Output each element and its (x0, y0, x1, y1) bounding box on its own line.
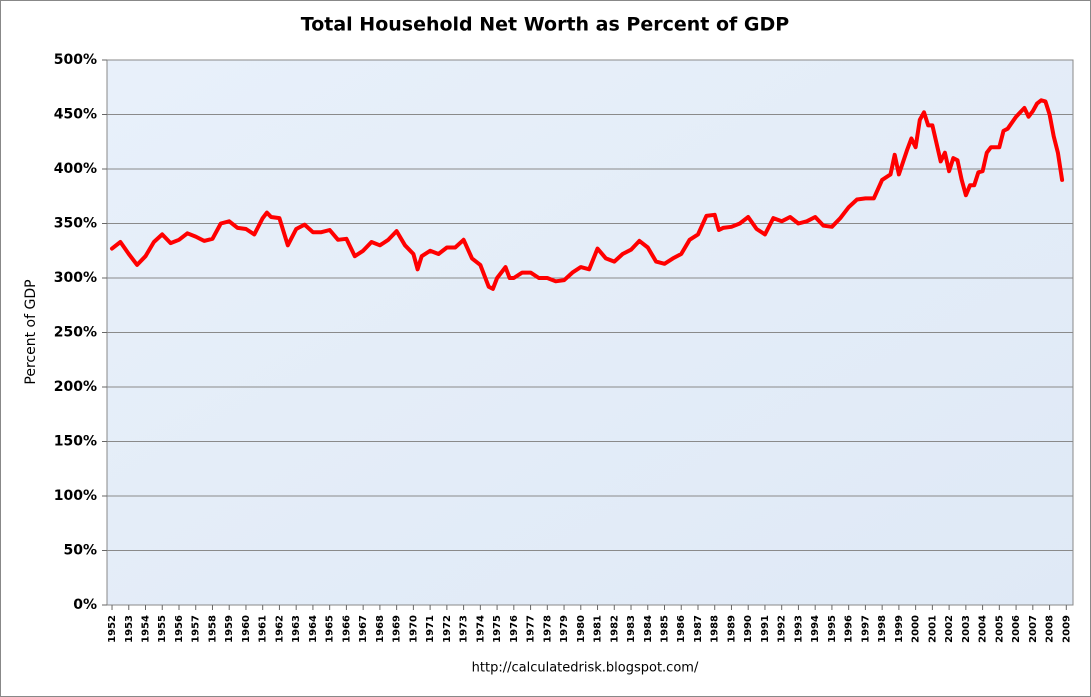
x-tick-label: 1971 (425, 615, 436, 643)
y-tick-label: 450% (54, 107, 97, 123)
x-tick-label: 1953 (124, 615, 135, 643)
x-tick-label: 1966 (341, 615, 352, 643)
x-tick-label: 1976 (509, 615, 520, 643)
x-tick-label: 2003 (961, 615, 972, 643)
y-tick-label: 200% (54, 379, 97, 395)
y-tick-label: 350% (54, 216, 97, 232)
x-tick-label: 1974 (475, 615, 486, 643)
x-tick-label: 1957 (191, 615, 202, 643)
x-tick-label: 1969 (392, 615, 403, 643)
y-tick-label: 400% (54, 161, 97, 177)
x-tick-label: 1965 (325, 615, 336, 643)
x-tick-label: 1972 (442, 615, 453, 643)
x-tick-label: 1987 (693, 615, 704, 643)
x-tick-label: 1998 (877, 615, 888, 643)
x-tick-label: 1989 (726, 615, 737, 643)
x-tick-label: 1999 (894, 615, 905, 643)
y-tick-label: 300% (54, 270, 97, 286)
x-tick-label: 1952 (107, 615, 118, 643)
data-line (110, 98, 1065, 291)
y-tick-label: 500% (54, 52, 97, 68)
y-tick-label: 150% (54, 434, 97, 450)
x-tick-label: 1997 (860, 615, 871, 643)
y-tick-label: 50% (63, 543, 97, 559)
x-tick-label: 1993 (793, 615, 804, 643)
chart-title: Total Household Net Worth as Percent of … (301, 14, 790, 36)
x-tick-label: 1958 (207, 615, 218, 643)
x-tick-label: 2005 (994, 615, 1005, 643)
x-tick-label: 1986 (676, 615, 687, 643)
x-tick-label: 1979 (559, 615, 570, 643)
x-tick-label: 2001 (927, 615, 938, 643)
x-tick-label: 2004 (978, 615, 989, 643)
x-tick-label: 1968 (375, 615, 386, 643)
x-tick-label: 2000 (911, 615, 922, 643)
x-tick-label: 1980 (576, 615, 587, 643)
y-tick-label: 100% (54, 488, 97, 504)
x-tick-label: 1954 (141, 615, 152, 643)
x-tick-label: 1978 (542, 615, 553, 643)
x-tick-label: 1995 (827, 615, 838, 643)
y-tick-label: 250% (54, 325, 97, 341)
x-tick-label: 1963 (291, 615, 302, 643)
x-tick-label: 1996 (844, 615, 855, 643)
x-tick-label: 2007 (1028, 615, 1039, 643)
x-tick-label: 1994 (810, 615, 821, 643)
y-axis-label: Percent of GDP (23, 279, 39, 384)
x-tick-label: 1977 (526, 615, 537, 643)
x-tick-label: 1964 (308, 615, 319, 643)
x-tick-label: 1982 (609, 615, 620, 643)
x-tick-label: 1955 (157, 615, 168, 643)
x-tick-label: 2002 (944, 615, 955, 643)
x-tick-label: 1984 (643, 615, 654, 643)
x-tick-label: 1967 (358, 615, 369, 643)
x-tick-label: 2008 (1045, 615, 1056, 643)
x-tick-label: 1970 (408, 615, 419, 643)
x-tick-label: 1981 (593, 615, 604, 643)
x-tick-label: 1973 (459, 615, 470, 643)
x-tick-label: 2009 (1061, 615, 1072, 643)
y-tick-label: 0% (73, 597, 97, 613)
x-tick-label: 2006 (1011, 615, 1022, 643)
x-tick-label: 1985 (660, 615, 671, 643)
x-tick-label: 1990 (743, 615, 754, 643)
x-tick-label: 1992 (777, 615, 788, 643)
x-tick-label: 1962 (274, 615, 285, 643)
x-tick-label: 1961 (258, 615, 269, 643)
x-tick-label: 1991 (760, 615, 771, 643)
source: http://calculatedrisk.blogspot.com/ (472, 661, 699, 676)
x-tick-label: 1975 (492, 615, 503, 643)
x-tick-label: 1983 (626, 615, 637, 643)
x-tick-label: 1959 (224, 615, 235, 643)
x-tick-label: 1956 (174, 615, 185, 643)
x-tick-label: 1960 (241, 615, 252, 643)
x-tick-label: 1988 (710, 615, 721, 643)
